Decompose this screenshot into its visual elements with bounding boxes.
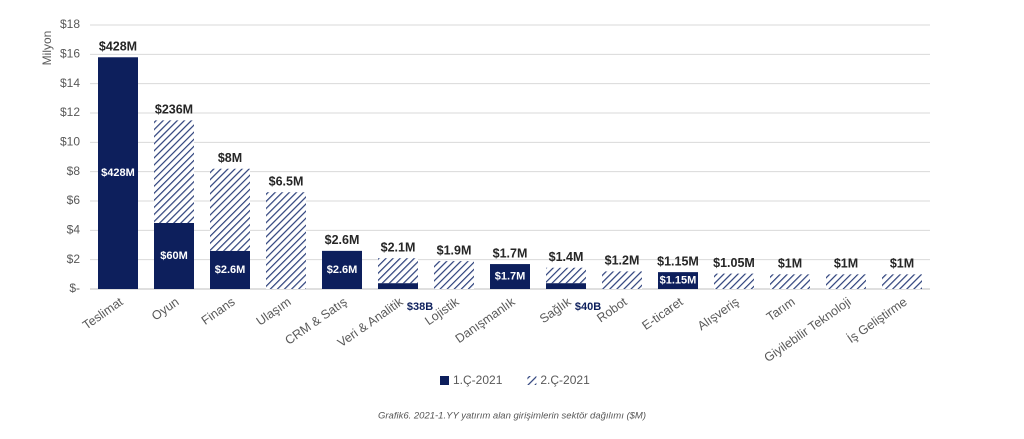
total-label: $2.6M	[325, 233, 360, 247]
legend-swatch	[440, 376, 449, 385]
total-label: $1.05M	[713, 256, 755, 270]
x-tick-label: Danışmanlık	[453, 294, 519, 346]
inner-label: $2.6M	[215, 264, 246, 276]
total-label: $1.4M	[549, 250, 584, 264]
bar-segment	[658, 272, 698, 289]
bar-segment	[882, 274, 922, 289]
bar-segment	[434, 261, 474, 289]
x-tick-label: E-ticaret	[639, 294, 686, 332]
x-tick-label: Alışveriş	[695, 295, 742, 334]
total-label: $1.15M	[657, 254, 699, 268]
total-label: $1M	[890, 257, 914, 271]
bar-segment	[210, 250, 250, 289]
bar-segment	[714, 273, 754, 289]
y-tick-label: $8	[67, 164, 81, 178]
total-label: $1.2M	[605, 254, 640, 268]
bar-segment	[154, 120, 194, 223]
total-label: $236M	[155, 103, 193, 117]
x-tick-label: Finans	[199, 295, 238, 328]
bar-segment	[602, 271, 642, 289]
bar-segment	[210, 168, 250, 251]
inner-label: $40B	[575, 301, 601, 313]
y-tick-label: $14	[60, 76, 80, 90]
x-tick-label: Robot	[594, 294, 630, 325]
y-tick-label: $4	[67, 223, 81, 237]
caption: Grafik6. 2021-1.YY yatırım alan girişiml…	[378, 411, 646, 422]
legend-swatch	[527, 376, 537, 385]
bar-segment	[826, 274, 866, 289]
legend-label: 1.Ç-2021	[453, 373, 503, 387]
total-label: $428M	[99, 40, 137, 54]
inner-label: $428M	[101, 167, 135, 179]
legend-label: 2.Ç-2021	[540, 373, 590, 387]
y-tick-label: $18	[60, 17, 80, 31]
bar-segment	[154, 223, 194, 289]
y-tick-label: $6	[67, 193, 81, 207]
bar-segment	[378, 283, 418, 289]
bar-segment	[98, 57, 138, 290]
inner-label: $60M	[160, 250, 188, 262]
y-tick-label: $-	[69, 281, 80, 295]
x-tick-label: Tarım	[764, 295, 798, 324]
x-tick-label: Ulaşım	[254, 295, 294, 329]
inner-label: $2.6M	[327, 264, 358, 276]
total-label: $1.7M	[493, 246, 528, 260]
inner-label: $1.15M	[660, 274, 697, 286]
bar-segment	[378, 258, 418, 284]
y-axis-label: Milyon	[40, 31, 54, 66]
total-label: $8M	[218, 151, 242, 165]
x-tick-label: Oyun	[149, 295, 182, 324]
x-tick-label: Teslimat	[80, 294, 126, 332]
y-tick-label: $12	[60, 105, 80, 119]
y-tick-label: $16	[60, 47, 80, 61]
inner-label: $38B	[407, 301, 433, 313]
total-label: $1M	[834, 257, 858, 271]
bar-segment	[546, 267, 586, 284]
bar-segment	[770, 274, 810, 289]
total-label: $6.5M	[269, 174, 304, 188]
x-tick-label: Sağlık	[537, 294, 574, 326]
bar-segment	[322, 250, 362, 289]
total-label: $1M	[778, 257, 802, 271]
x-tick-label: İş Geliştirme	[845, 295, 910, 346]
bar-segment	[266, 192, 306, 289]
inner-label: $1.7M	[495, 270, 526, 282]
total-label: $2.1M	[381, 240, 416, 254]
y-tick-label: $2	[67, 252, 81, 266]
y-tick-label: $10	[60, 135, 80, 149]
bar-segment	[490, 264, 530, 289]
total-label: $1.9M	[437, 243, 472, 257]
bar-segment	[546, 283, 586, 289]
